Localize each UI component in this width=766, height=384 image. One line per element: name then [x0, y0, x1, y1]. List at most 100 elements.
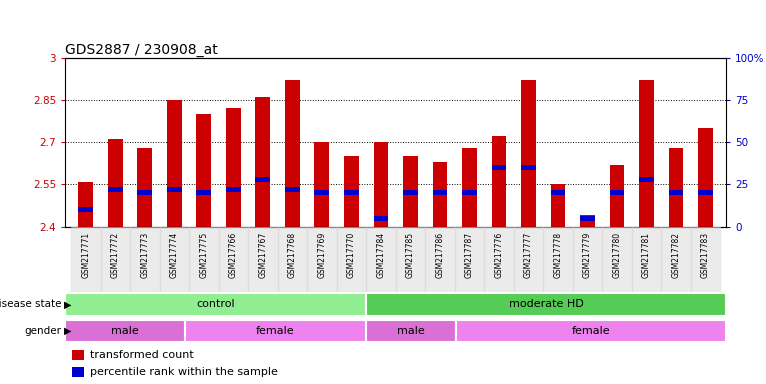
Text: female: female — [571, 326, 611, 336]
Bar — [100, 227, 130, 292]
Bar — [580, 215, 595, 221]
Text: GSM217777: GSM217777 — [524, 232, 533, 278]
Bar — [255, 97, 270, 227]
Bar — [218, 227, 248, 292]
Bar — [632, 227, 661, 292]
Text: GSM217779: GSM217779 — [583, 232, 592, 278]
Text: GSM217767: GSM217767 — [258, 232, 267, 278]
Text: GSM217783: GSM217783 — [701, 232, 710, 278]
Bar — [108, 139, 123, 227]
Text: GDS2887 / 230908_at: GDS2887 / 230908_at — [65, 43, 218, 56]
Text: moderate HD: moderate HD — [509, 299, 583, 310]
Bar — [492, 165, 506, 170]
Text: ▶: ▶ — [64, 326, 72, 336]
Bar — [433, 190, 447, 195]
Bar — [521, 80, 536, 227]
Bar — [71, 227, 100, 292]
Bar — [365, 320, 456, 343]
Text: GSM217782: GSM217782 — [672, 232, 680, 278]
Text: GSM217780: GSM217780 — [613, 232, 621, 278]
Bar — [72, 350, 83, 360]
Bar — [285, 187, 300, 192]
Bar — [167, 187, 182, 192]
Text: percentile rank within the sample: percentile rank within the sample — [90, 367, 278, 377]
Bar — [108, 187, 123, 192]
Bar — [669, 148, 683, 227]
Text: GSM217778: GSM217778 — [554, 232, 562, 278]
Text: GSM217776: GSM217776 — [494, 232, 503, 278]
Bar — [374, 215, 388, 221]
Text: GSM217774: GSM217774 — [170, 232, 178, 278]
Bar — [226, 187, 241, 192]
Bar — [336, 227, 366, 292]
Bar — [669, 190, 683, 195]
Bar — [425, 227, 455, 292]
Text: GSM217785: GSM217785 — [406, 232, 415, 278]
Bar — [285, 80, 300, 227]
Bar — [543, 227, 573, 292]
Text: GSM217766: GSM217766 — [229, 232, 237, 278]
Bar — [462, 148, 476, 227]
Text: GSM217770: GSM217770 — [347, 232, 356, 278]
Bar — [639, 177, 654, 182]
Bar — [226, 108, 241, 227]
Text: male: male — [397, 326, 424, 336]
Bar — [277, 227, 307, 292]
Bar — [72, 367, 83, 377]
Bar — [639, 80, 654, 227]
Text: GSM217772: GSM217772 — [111, 232, 119, 278]
Bar — [196, 190, 211, 195]
Bar — [610, 190, 624, 195]
Bar — [403, 156, 417, 227]
Text: transformed count: transformed count — [90, 350, 194, 360]
Text: male: male — [111, 326, 139, 336]
Bar — [307, 227, 336, 292]
Bar — [573, 227, 602, 292]
Bar — [551, 184, 565, 227]
Bar — [65, 293, 365, 316]
Bar — [65, 320, 185, 343]
Bar — [159, 227, 189, 292]
Bar — [580, 215, 595, 227]
Bar — [196, 114, 211, 227]
Text: ▶: ▶ — [64, 299, 72, 310]
Text: female: female — [256, 326, 295, 336]
Bar — [433, 162, 447, 227]
Bar — [492, 136, 506, 227]
Text: GSM217768: GSM217768 — [288, 232, 297, 278]
Text: GSM217769: GSM217769 — [317, 232, 326, 278]
Bar — [315, 190, 329, 195]
Bar — [78, 207, 93, 212]
Bar — [698, 190, 713, 195]
Bar — [167, 100, 182, 227]
Bar — [137, 148, 152, 227]
Bar — [514, 227, 543, 292]
Bar — [551, 190, 565, 195]
Bar — [78, 182, 93, 227]
Text: GSM217781: GSM217781 — [642, 232, 651, 278]
Text: GSM217775: GSM217775 — [199, 232, 208, 278]
Bar — [691, 227, 720, 292]
Bar — [374, 142, 388, 227]
Text: control: control — [196, 299, 234, 310]
Bar — [462, 190, 476, 195]
Bar — [344, 156, 358, 227]
Bar — [344, 190, 358, 195]
Bar — [130, 227, 159, 292]
Bar — [255, 177, 270, 182]
Bar — [698, 128, 713, 227]
Bar — [521, 165, 536, 170]
Bar — [365, 293, 726, 316]
Bar — [137, 190, 152, 195]
Bar — [456, 320, 726, 343]
Bar — [610, 165, 624, 227]
Bar — [315, 142, 329, 227]
Text: GSM217773: GSM217773 — [140, 232, 149, 278]
Text: GSM217787: GSM217787 — [465, 232, 474, 278]
Bar — [189, 227, 218, 292]
Text: GSM217786: GSM217786 — [435, 232, 444, 278]
Bar — [661, 227, 691, 292]
Bar — [455, 227, 484, 292]
Text: GSM217784: GSM217784 — [376, 232, 385, 278]
Bar — [366, 227, 395, 292]
